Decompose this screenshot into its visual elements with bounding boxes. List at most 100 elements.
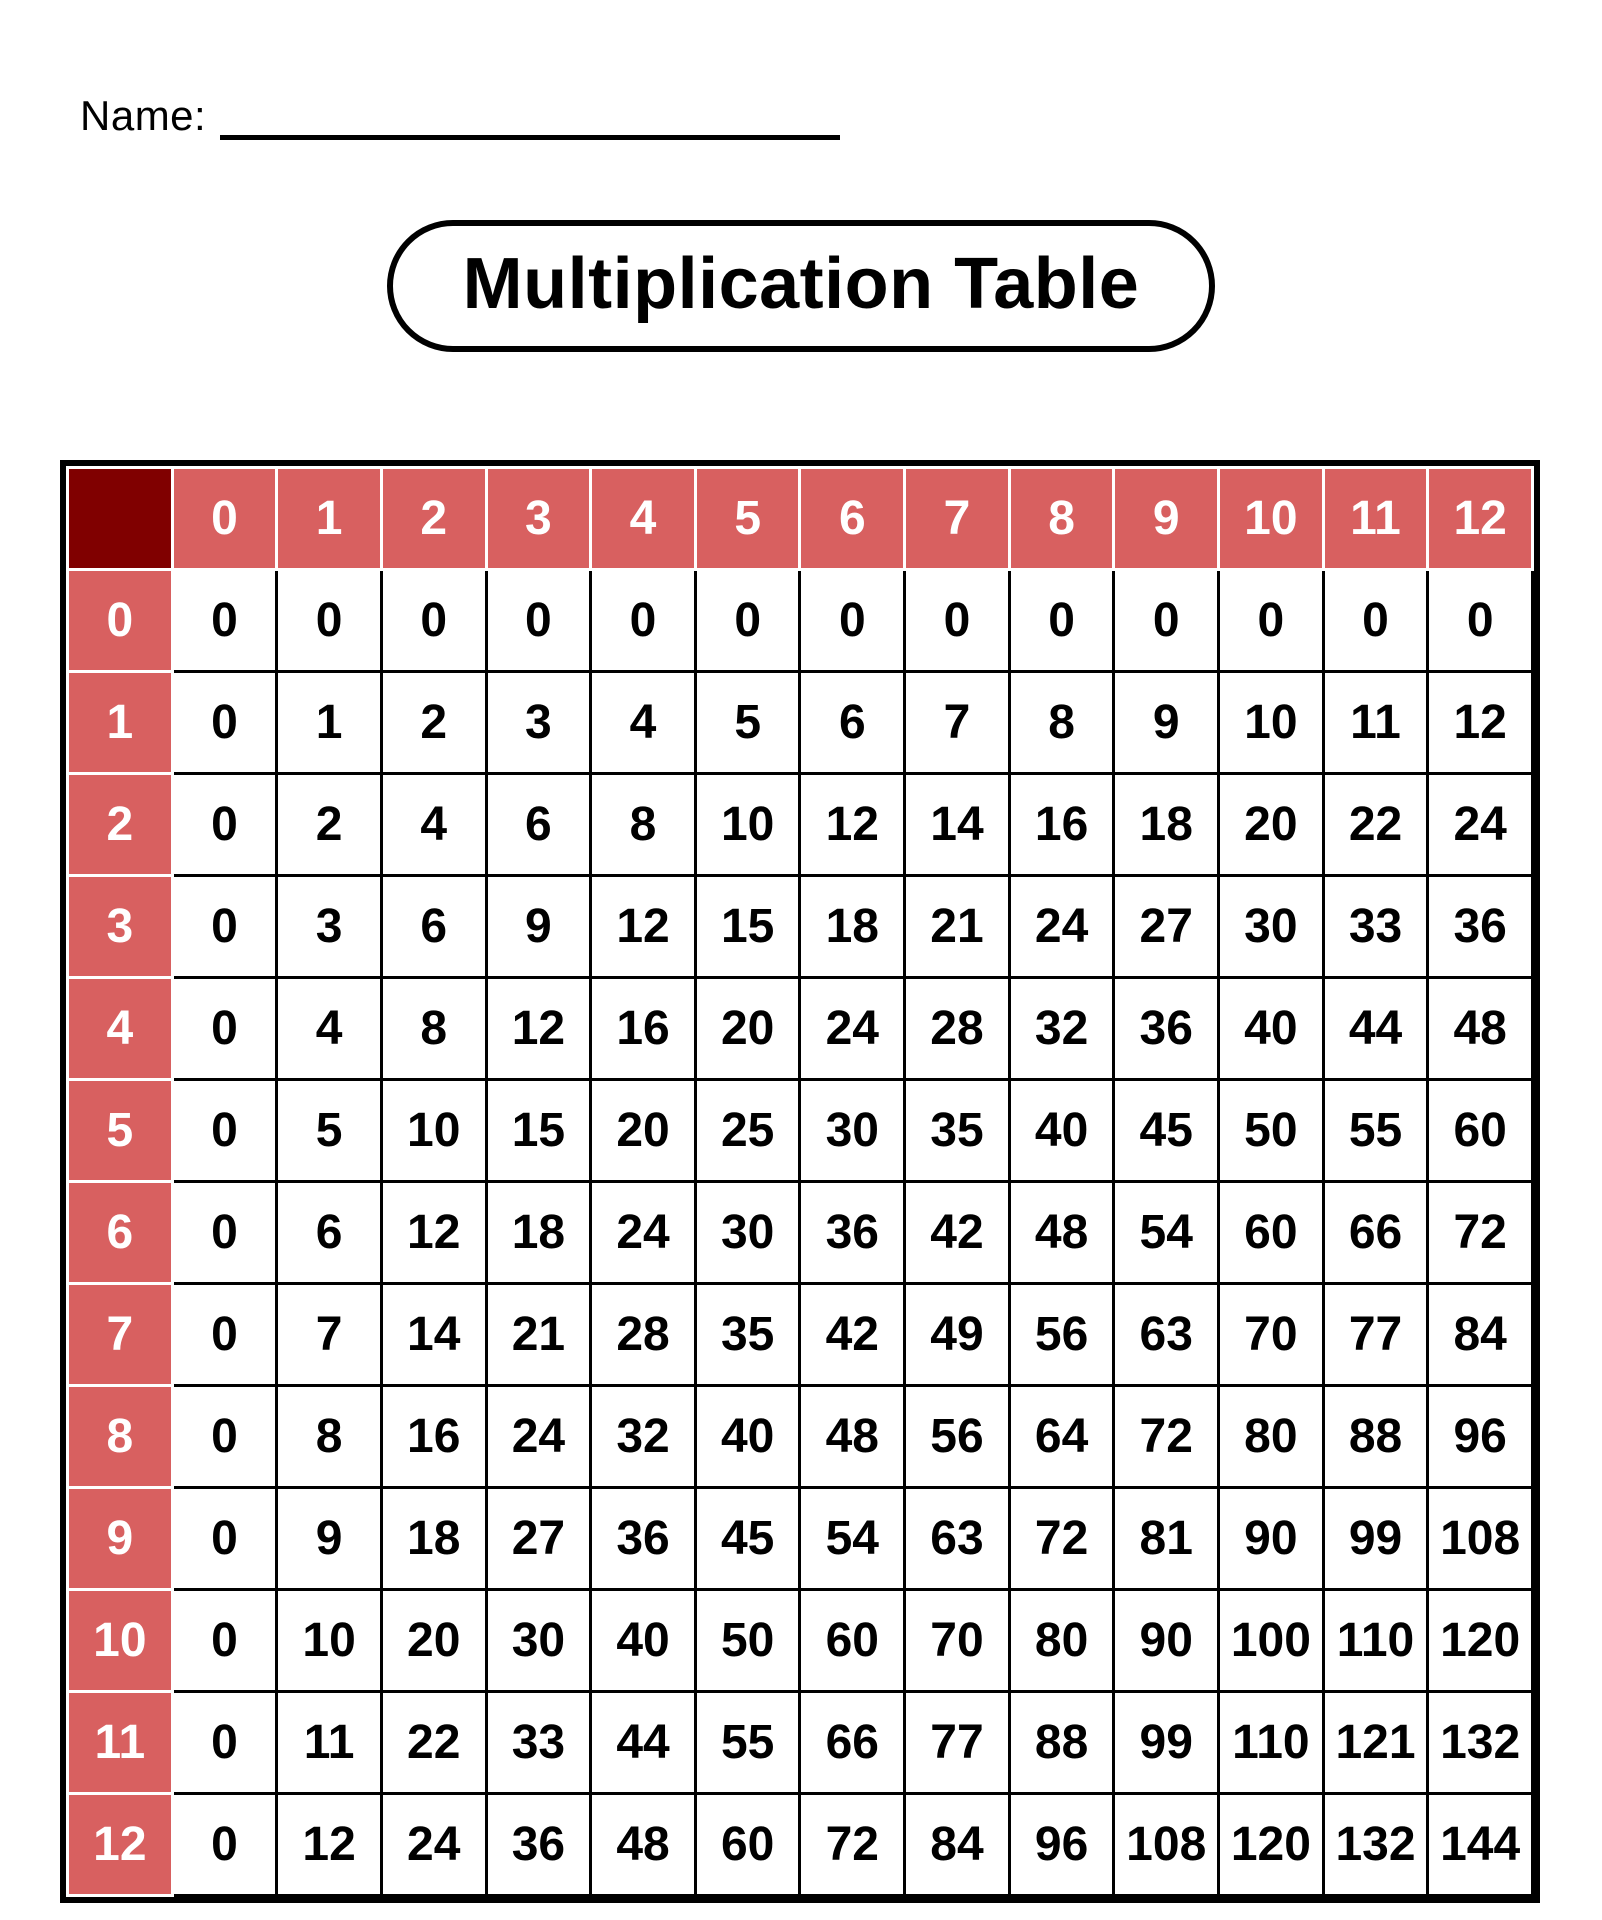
- table-cell: 72: [800, 1794, 905, 1896]
- table-cell: 0: [172, 774, 277, 876]
- table-cell: 36: [1114, 978, 1219, 1080]
- table-cell: 56: [1009, 1284, 1114, 1386]
- table-cell: 22: [381, 1692, 486, 1794]
- table-cell: 99: [1323, 1488, 1428, 1590]
- table-cell: 0: [172, 1182, 277, 1284]
- table-cell: 60: [695, 1794, 800, 1896]
- table-cell: 10: [381, 1080, 486, 1182]
- table-cell: 48: [591, 1794, 696, 1896]
- name-blank-line[interactable]: [220, 127, 840, 140]
- table-row-header: 10: [68, 1590, 173, 1692]
- table-cell: 33: [486, 1692, 591, 1794]
- table-cell: 90: [1114, 1590, 1219, 1692]
- table-cell: 11: [1323, 672, 1428, 774]
- table-cell: 72: [1114, 1386, 1219, 1488]
- table-cell: 10: [277, 1590, 382, 1692]
- table-column-header: 0: [172, 468, 277, 570]
- table-cell: 24: [1428, 774, 1533, 876]
- table-cell: 2: [277, 774, 382, 876]
- table-cell: 0: [172, 1794, 277, 1896]
- table-cell: 20: [695, 978, 800, 1080]
- table-cell: 12: [591, 876, 696, 978]
- table-cell: 55: [695, 1692, 800, 1794]
- table-column-header: 8: [1009, 468, 1114, 570]
- page-title: Multiplication Table: [387, 220, 1216, 352]
- table-cell: 0: [486, 570, 591, 672]
- table-cell: 0: [381, 570, 486, 672]
- table-cell: 60: [1219, 1182, 1324, 1284]
- table-column-header: 4: [591, 468, 696, 570]
- table-cell: 24: [1009, 876, 1114, 978]
- table-cell: 110: [1219, 1692, 1324, 1794]
- table-cell: 44: [1323, 978, 1428, 1080]
- table-cell: 80: [1219, 1386, 1324, 1488]
- table-cell: 25: [695, 1080, 800, 1182]
- table-cell: 12: [1428, 672, 1533, 774]
- table-cell: 48: [1428, 978, 1533, 1080]
- table-cell: 99: [1114, 1692, 1219, 1794]
- table-row-header: 11: [68, 1692, 173, 1794]
- table-cell: 18: [1114, 774, 1219, 876]
- table-cell: 27: [486, 1488, 591, 1590]
- table-column-header: 3: [486, 468, 591, 570]
- multiplication-table: 0123456789101112000000000000001012345678…: [66, 466, 1534, 1897]
- table-cell: 35: [905, 1080, 1010, 1182]
- table-cell: 0: [591, 570, 696, 672]
- table-cell: 4: [277, 978, 382, 1080]
- table-cell: 36: [591, 1488, 696, 1590]
- table-cell: 121: [1323, 1692, 1428, 1794]
- table-cell: 5: [695, 672, 800, 774]
- table-cell: 9: [1114, 672, 1219, 774]
- table-cell: 88: [1009, 1692, 1114, 1794]
- table-cell: 44: [591, 1692, 696, 1794]
- table-cell: 81: [1114, 1488, 1219, 1590]
- table-cell: 49: [905, 1284, 1010, 1386]
- table-cell: 33: [1323, 876, 1428, 978]
- table-cell: 63: [905, 1488, 1010, 1590]
- table-cell: 32: [591, 1386, 696, 1488]
- table-cell: 0: [172, 1488, 277, 1590]
- table-row-header: 5: [68, 1080, 173, 1182]
- table-cell: 48: [800, 1386, 905, 1488]
- table-cell: 3: [486, 672, 591, 774]
- table-cell: 42: [800, 1284, 905, 1386]
- table-cell: 28: [905, 978, 1010, 1080]
- table-cell: 96: [1428, 1386, 1533, 1488]
- table-cell: 18: [800, 876, 905, 978]
- table-cell: 0: [695, 570, 800, 672]
- table-cell: 18: [486, 1182, 591, 1284]
- table-cell: 12: [486, 978, 591, 1080]
- table-row-header: 1: [68, 672, 173, 774]
- table-cell: 45: [1114, 1080, 1219, 1182]
- table-cell: 28: [591, 1284, 696, 1386]
- table-cell: 0: [800, 570, 905, 672]
- table-cell: 16: [381, 1386, 486, 1488]
- table-cell: 0: [172, 1386, 277, 1488]
- table-cell: 108: [1428, 1488, 1533, 1590]
- table-cell: 27: [1114, 876, 1219, 978]
- table-cell: 18: [381, 1488, 486, 1590]
- table-cell: 0: [1219, 570, 1324, 672]
- table-row-header: 8: [68, 1386, 173, 1488]
- table-cell: 6: [277, 1182, 382, 1284]
- table-cell: 21: [905, 876, 1010, 978]
- table-cell: 14: [905, 774, 1010, 876]
- table-cell: 54: [800, 1488, 905, 1590]
- table-column-header: 7: [905, 468, 1010, 570]
- table-cell: 20: [591, 1080, 696, 1182]
- table-cell: 15: [486, 1080, 591, 1182]
- table-row-header: 9: [68, 1488, 173, 1590]
- table-cell: 64: [1009, 1386, 1114, 1488]
- table-column-header: 10: [1219, 468, 1324, 570]
- table-cell: 66: [1323, 1182, 1428, 1284]
- table-cell: 0: [172, 1284, 277, 1386]
- table-row-header: 4: [68, 978, 173, 1080]
- table-cell: 144: [1428, 1794, 1533, 1896]
- table-cell: 77: [905, 1692, 1010, 1794]
- table-cell: 0: [172, 570, 277, 672]
- table-cell: 7: [905, 672, 1010, 774]
- table-row-header: 7: [68, 1284, 173, 1386]
- table-cell: 42: [905, 1182, 1010, 1284]
- table-cell: 0: [905, 570, 1010, 672]
- table-cell: 3: [277, 876, 382, 978]
